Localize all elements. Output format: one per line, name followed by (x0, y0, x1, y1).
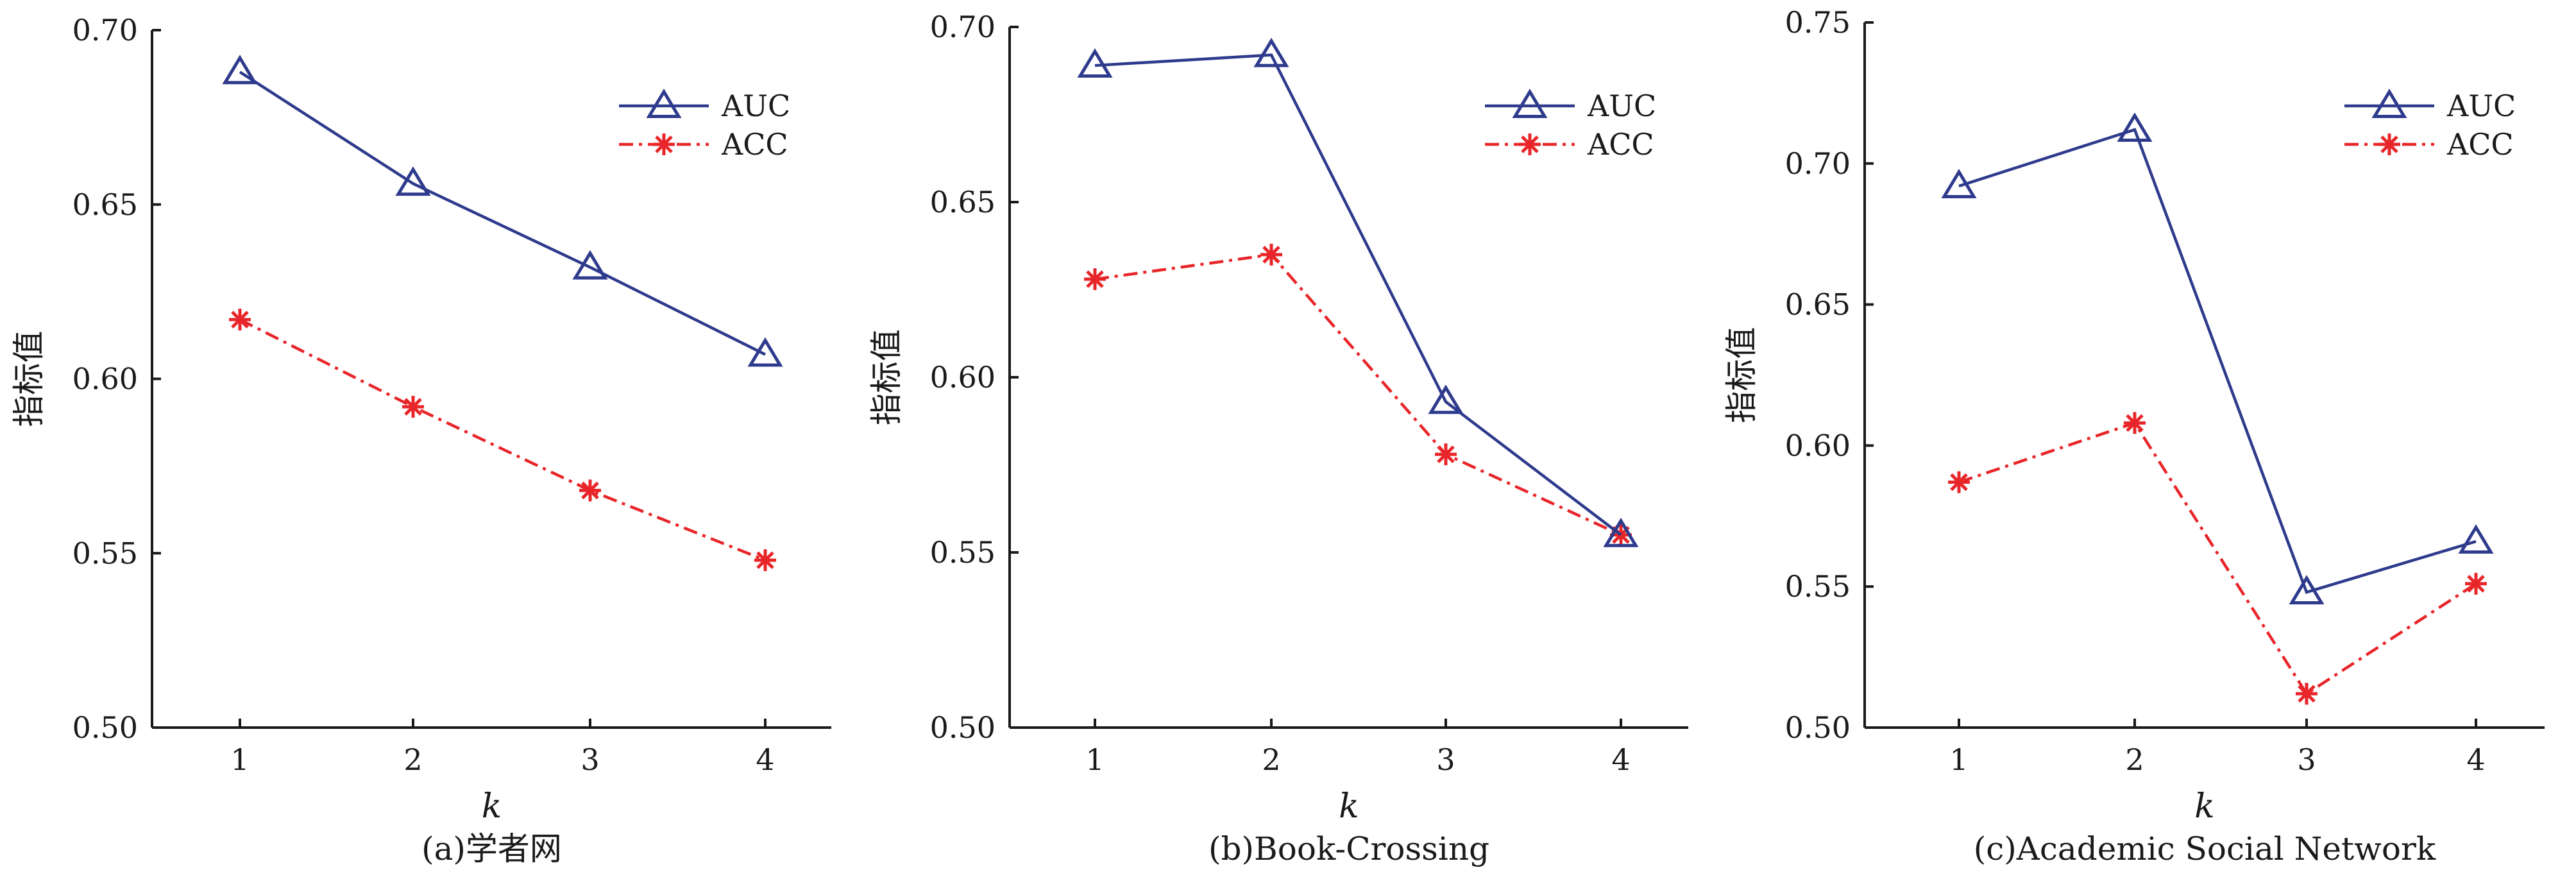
data-point-acc (402, 395, 424, 418)
chart-caption: (b)Book-Crossing (1208, 830, 1489, 867)
data-point-auc (2458, 524, 2494, 554)
data-point-auc (1077, 48, 1113, 78)
data-point-auc (2117, 112, 2153, 142)
data-point-auc (395, 166, 431, 196)
series-line-acc (1958, 421, 2477, 696)
data-point-auc (572, 250, 608, 280)
y-tick-label: 0.50 (930, 710, 996, 745)
data-point-acc (754, 549, 776, 572)
legend-label-auc: AUC (2446, 89, 2516, 123)
legend-label-auc: AUC (721, 89, 790, 123)
data-point-auc (2289, 575, 2325, 604)
y-tick-label: 0.65 (1785, 287, 1851, 322)
legend-label-acc: ACC (1587, 127, 1654, 162)
data-point-auc (222, 55, 258, 85)
data-point-auc (1941, 169, 1977, 198)
legend-label-acc: ACC (721, 127, 788, 162)
x-tick-label: 1 (1085, 742, 1104, 777)
x-tick-label: 1 (1949, 742, 1968, 777)
x-tick-label: 3 (1436, 742, 1455, 777)
x-axis-label: k (482, 787, 502, 826)
x-tick-label: 4 (756, 742, 774, 777)
y-axis-label: 指标值 (1723, 327, 1760, 423)
x-tick-label: 1 (230, 742, 249, 777)
y-axis-label: 指标值 (868, 329, 905, 425)
x-tick-label: 2 (403, 742, 422, 777)
legend-marker-auc (1512, 89, 1548, 118)
y-tick-label: 0.60 (1785, 428, 1851, 463)
data-point-acc (1260, 243, 1282, 266)
data-point-acc (229, 309, 251, 331)
y-tick-label: 0.60 (72, 362, 138, 397)
y-tick-label: 0.65 (72, 187, 138, 222)
series-line-auc (239, 71, 767, 356)
data-point-auc (1603, 517, 1639, 547)
y-tick-label: 0.55 (1785, 569, 1851, 604)
series-line-acc (239, 318, 766, 562)
y-tick-label: 0.75 (1785, 5, 1851, 40)
x-tick-label: 4 (2466, 742, 2485, 777)
legend-marker-acc (1519, 133, 1541, 155)
y-tick-label: 0.55 (72, 536, 138, 570)
chart-caption: (c)Academic Social Network (1974, 830, 2436, 867)
x-axis-label: k (2194, 787, 2215, 826)
data-point-acc (2296, 683, 2318, 705)
data-point-acc (1084, 268, 1106, 291)
data-point-acc (2465, 572, 2487, 595)
series-line-auc (1958, 128, 2477, 594)
y-tick-label: 0.55 (930, 535, 996, 570)
legend-label-auc: AUC (1587, 89, 1656, 123)
data-point-acc (1435, 443, 1457, 466)
data-point-acc (1948, 471, 1970, 493)
chart-panel-a: 0.50 0.55 0.60 0.65 0.70 1 2 3 4 k (a)学者网 指标值 AUC ACC (10, 13, 831, 867)
data-point-auc (1253, 37, 1289, 67)
y-tick-label: 0.70 (72, 13, 138, 47)
chart-panel-c: 0.50 0.55 0.60 0.65 0.70 0.75 1 2 3 4 k (c)Academic… (1723, 5, 2545, 867)
x-axis-label: k (1339, 787, 1359, 826)
y-tick-label: 0.65 (930, 185, 996, 219)
legend-marker-auc (2371, 89, 2407, 118)
data-point-auc (1428, 384, 1464, 414)
x-tick-label: 2 (2125, 742, 2144, 777)
chart-panel-b: 0.50 0.55 0.60 0.65 0.70 1 2 3 4 k (b)Book-Crossin… (868, 10, 1688, 867)
legend-marker-acc (653, 133, 675, 155)
series-line-acc (1094, 253, 1622, 536)
y-tick-label: 0.50 (1785, 710, 1851, 745)
y-tick-label: 0.70 (930, 10, 996, 44)
y-axis-label: 指标值 (10, 331, 47, 427)
y-tick-label: 0.50 (72, 710, 138, 745)
y-tick-label: 0.60 (930, 360, 996, 395)
series-line-auc (1094, 53, 1622, 536)
x-tick-label: 3 (580, 742, 599, 777)
legend-label-acc: ACC (2446, 127, 2514, 162)
data-point-auc (747, 337, 783, 367)
x-tick-label: 4 (1611, 742, 1630, 777)
x-tick-label: 2 (1262, 742, 1280, 777)
x-tick-label: 3 (2297, 742, 2316, 777)
y-tick-label: 0.70 (1785, 146, 1851, 181)
chart-caption: (a)学者网 (421, 830, 562, 867)
data-point-acc (2124, 412, 2146, 434)
data-point-acc (579, 479, 601, 502)
legend-marker-auc (646, 89, 682, 118)
legend-marker-acc (2378, 133, 2400, 155)
